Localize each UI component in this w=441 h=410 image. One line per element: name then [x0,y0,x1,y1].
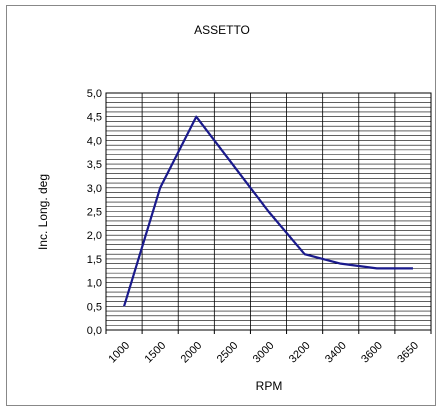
y-tick-label: 4,0 [87,135,102,147]
x-tick-label: 1000 [106,340,132,366]
x-tick-label: 3650 [395,340,421,366]
chart-title: ASSETTO [194,23,250,37]
x-tick-label: 2500 [215,340,241,366]
y-tick-label: 5,0 [87,88,102,100]
series-group [123,115,413,307]
y-tick-label: 0,0 [87,325,102,337]
y-tick-label: 1,0 [87,278,102,290]
plot-area-border [105,92,432,331]
x-tick-label: 3600 [359,340,385,366]
x-tick-label: 3200 [287,340,313,366]
x-tick-label: 2000 [179,340,205,366]
y-tick-label: 3,5 [87,159,102,171]
y-tick-label: 2,0 [87,230,102,242]
y-tick-labels: 0,0 0,5 1,0 1,5 2,0 2,5 3,0 3,5 4,0 4,5 5,0 [87,88,102,337]
y-tick-label: 0,5 [87,301,102,313]
chart-frame [6,5,436,406]
y-tick-label: 3,0 [87,183,102,195]
series-line [123,115,413,307]
x-tick-labels: 1000 1500 2000 2500 3000 3200 3400 3600 3650 [106,340,421,366]
plot-grid [105,92,432,334]
y-tick-label: 2,5 [87,207,102,219]
x-tick-label: 3000 [251,340,277,366]
y-tick-label: 4,5 [87,112,102,124]
x-tick-label: 3400 [323,340,349,366]
y-axis-title: Inc. Long. deg [36,174,50,250]
x-tick-label: 1500 [142,340,168,366]
y-tick-label: 1,5 [87,254,102,266]
x-axis-title: RPM [256,379,283,393]
